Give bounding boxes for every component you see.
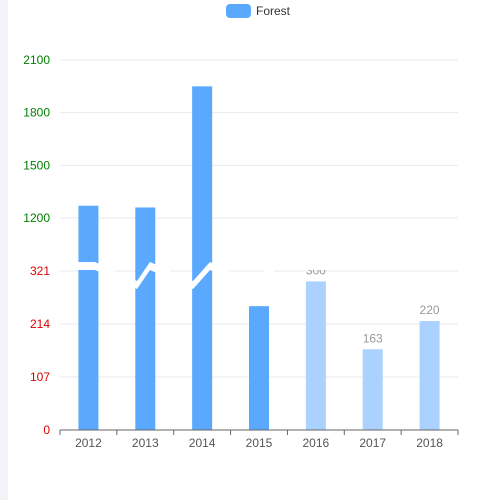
x-tick-label: 2012 [75, 436, 102, 450]
y-tick-label: 321 [30, 264, 50, 278]
x-tick-label: 2015 [246, 436, 273, 450]
legend-label-forest: Forest [256, 4, 291, 18]
x-tick-label: 2018 [416, 436, 443, 450]
x-tick-label: 2017 [359, 436, 386, 450]
y-tick-label: 1500 [23, 158, 50, 172]
bar [78, 205, 99, 430]
bar [362, 349, 383, 430]
x-tick-label: 2016 [303, 436, 330, 450]
legend-swatch-forest [226, 4, 251, 18]
bar [135, 207, 156, 430]
chart-legend[interactable]: Forest [226, 4, 290, 18]
bar [192, 86, 213, 430]
bar [249, 306, 269, 430]
data-label: 163 [363, 331, 383, 345]
bar [419, 321, 440, 430]
x-tick-label: 2013 [132, 436, 159, 450]
y-tick-label: 1800 [23, 106, 50, 120]
left-panel-strip [0, 0, 8, 500]
axis-break-band [60, 262, 458, 289]
y-tick-label: 1200 [23, 211, 50, 225]
y-tick-label: 2100 [23, 53, 50, 67]
y-tick-label: 107 [30, 370, 50, 384]
bar [305, 281, 326, 430]
y-tick-label: 214 [30, 317, 50, 331]
y-tick-label: 0 [43, 423, 50, 437]
data-label: 220 [420, 303, 440, 317]
x-tick-label: 2014 [189, 436, 216, 450]
